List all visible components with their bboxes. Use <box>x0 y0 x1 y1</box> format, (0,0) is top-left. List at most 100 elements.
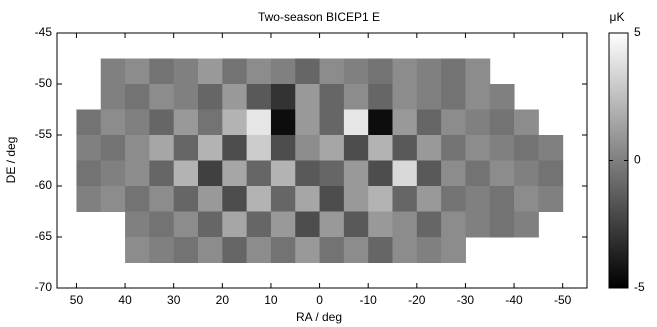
heatmap-cell <box>76 186 102 212</box>
heatmap-cell <box>222 58 248 85</box>
heatmap-cell <box>222 84 248 110</box>
heatmap-cell <box>295 109 321 136</box>
heatmap-cell <box>76 160 102 187</box>
heatmap-cell <box>270 211 296 238</box>
x-tick-label: -50 <box>554 293 572 307</box>
heatmap-cell <box>173 109 199 136</box>
heatmap-cell <box>270 109 296 136</box>
heatmap-cell <box>368 135 394 161</box>
colorbar-tick-label: 5 <box>634 25 641 39</box>
heatmap-cell <box>125 211 150 238</box>
x-tick-label: 20 <box>216 293 230 307</box>
heatmap-cell <box>416 84 442 110</box>
heatmap-cell <box>319 186 345 212</box>
heatmap-cell <box>246 211 272 238</box>
heatmap-cell <box>125 109 150 136</box>
heatmap-cell <box>368 186 394 212</box>
heatmap-cell <box>125 135 150 161</box>
heatmap-cell <box>416 237 442 263</box>
heatmap-cell <box>465 186 491 212</box>
heatmap-cell <box>295 186 321 212</box>
heatmap-cell <box>392 160 418 187</box>
heatmap-cell <box>441 135 466 161</box>
chart-title: Two-season BICEP1 E <box>258 10 380 24</box>
heatmap-cell <box>100 58 126 85</box>
heatmap-cell <box>465 211 491 238</box>
heatmap-cell <box>270 186 296 212</box>
heatmap-cell <box>246 135 272 161</box>
heatmap-cell <box>270 58 296 85</box>
heatmap-cell <box>173 58 199 85</box>
heatmap-cell <box>295 84 321 110</box>
heatmap-cell <box>392 237 418 263</box>
y-tick-label: -50 <box>35 76 53 90</box>
heatmap-cell <box>538 160 564 187</box>
heatmap-cell <box>465 109 491 136</box>
x-axis-label: RA / deg <box>296 310 342 324</box>
heatmap-cell <box>514 186 539 212</box>
y-tick-label: -70 <box>35 280 53 294</box>
y-tick-label: -55 <box>35 127 53 141</box>
heatmap-cell <box>441 186 466 212</box>
heatmap-cell <box>416 109 442 136</box>
y-tick-label: -45 <box>35 25 53 39</box>
heatmap-cell <box>465 160 491 187</box>
heatmap-cell <box>489 135 515 161</box>
heatmap-cell <box>343 237 369 263</box>
x-tick-label: 10 <box>264 293 278 307</box>
heatmap-cell <box>295 237 321 263</box>
heatmap-cell <box>198 58 223 85</box>
heatmap-cell <box>319 237 345 263</box>
x-tick-label: -40 <box>505 293 523 307</box>
heatmap-cell <box>416 58 442 85</box>
heatmap-cell <box>514 135 539 161</box>
heatmap-cell <box>100 186 126 212</box>
heatmap-cell <box>149 58 175 85</box>
heatmap-cell <box>198 186 223 212</box>
heatmap-cell <box>538 135 564 161</box>
x-tick-label: -10 <box>360 293 378 307</box>
heatmap-cell <box>441 160 466 187</box>
heatmap-cell <box>100 135 126 161</box>
heatmap-cell <box>368 58 394 85</box>
heatmap-cell <box>246 109 272 136</box>
heatmap-cell <box>416 135 442 161</box>
y-tick-label: -65 <box>35 229 53 243</box>
heatmap-cell <box>295 58 321 85</box>
heatmap-cell <box>270 84 296 110</box>
x-tick-label: -30 <box>457 293 475 307</box>
heatmap-cell <box>319 160 345 187</box>
heatmap-cell <box>149 135 175 161</box>
heatmap-cell <box>198 211 223 238</box>
heatmap-cell <box>343 109 369 136</box>
heatmap-cell <box>441 211 466 238</box>
heatmap-cell <box>76 109 102 136</box>
heatmap-cell <box>295 211 321 238</box>
heatmap-cell <box>173 211 199 238</box>
heatmap-cell <box>319 58 345 85</box>
heatmap-cell <box>173 160 199 187</box>
heatmap-cell <box>149 186 175 212</box>
heatmap-cell <box>514 211 539 238</box>
heatmap-cell <box>149 160 175 187</box>
heatmap-cell <box>149 237 175 263</box>
heatmap-cell <box>392 84 418 110</box>
heatmap-cell <box>489 109 515 136</box>
heatmap-cell <box>295 135 321 161</box>
heatmap-cell <box>319 135 345 161</box>
heatmap-cell <box>173 237 199 263</box>
heatmap-cell <box>392 135 418 161</box>
heatmap-cell <box>149 211 175 238</box>
heatmap-cell <box>125 160 150 187</box>
heatmap-cell <box>489 211 515 238</box>
heatmap-cell <box>222 135 248 161</box>
x-tick-label: 30 <box>167 293 181 307</box>
heatmap-cell <box>246 237 272 263</box>
heatmap-cell <box>465 135 491 161</box>
heatmap-cell <box>173 135 199 161</box>
x-tick-label: 0 <box>316 293 323 307</box>
heatmap-cell <box>319 109 345 136</box>
heatmap-cell <box>319 84 345 110</box>
heatmap-cell <box>441 109 466 136</box>
